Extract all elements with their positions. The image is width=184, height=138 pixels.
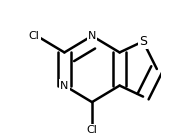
Text: S: S [139,35,147,48]
Text: Cl: Cl [29,31,40,41]
Text: N: N [60,81,69,91]
Text: Cl: Cl [86,125,98,135]
Text: N: N [88,31,96,41]
